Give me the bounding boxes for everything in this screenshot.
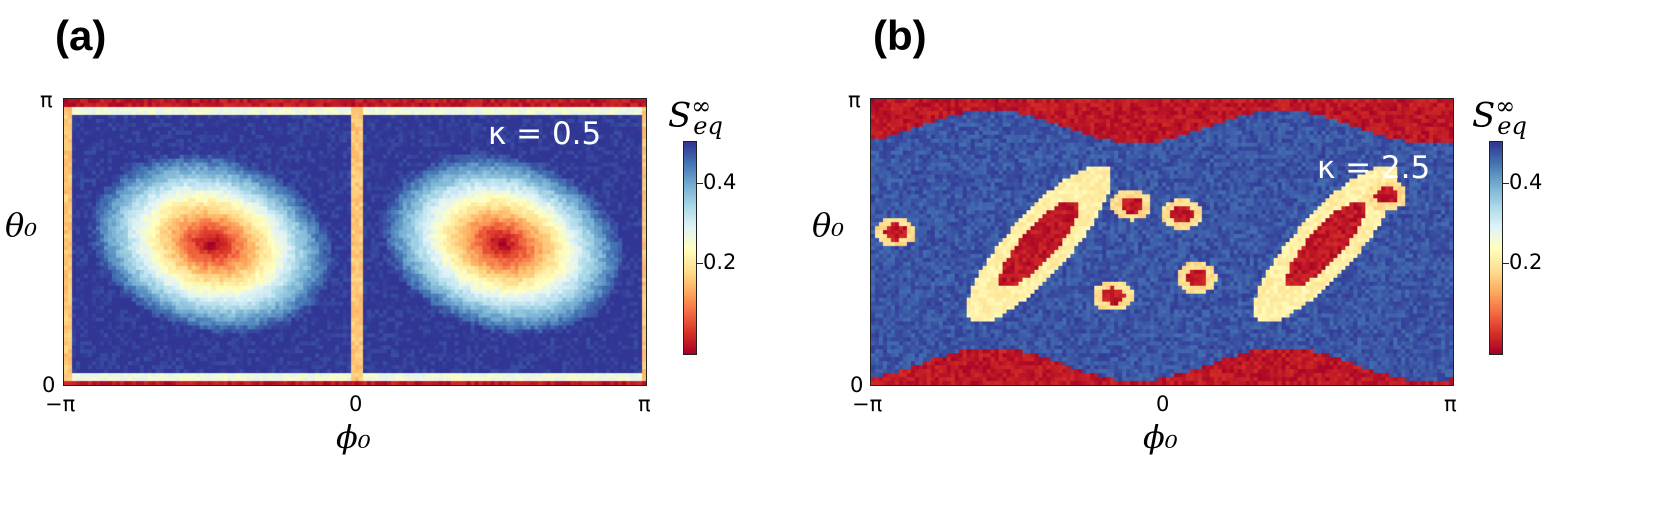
colorbar-b xyxy=(1489,141,1503,355)
colorbar-title-a: S∞eq xyxy=(668,92,723,141)
colorbar-a-tickmark-04 xyxy=(697,183,703,184)
ytick-b-top: π xyxy=(848,88,861,112)
colorbar-a xyxy=(683,141,697,355)
xlabel-a: ϕ₀ xyxy=(336,418,371,456)
ylabel-b: θ₀ xyxy=(812,206,845,244)
heatmap-b xyxy=(870,98,1454,386)
colorbar-a-tick-02: 0.2 xyxy=(703,250,737,274)
xlabel-b: ϕ₀ xyxy=(1143,418,1178,456)
xtick-a-mid: 0 xyxy=(349,392,363,416)
xtick-a-left: −π xyxy=(45,392,76,416)
ytick-a-top: π xyxy=(40,88,53,112)
colorbar-b-tickmark-04 xyxy=(1503,183,1509,184)
xtick-a-right: π xyxy=(638,392,651,416)
colorbar-b-tickmark-02 xyxy=(1503,263,1509,264)
heatmap-a xyxy=(63,98,647,386)
xtick-b-mid: 0 xyxy=(1156,392,1170,416)
colorbar-b-tick-02: 0.2 xyxy=(1509,250,1543,274)
colorbar-title-b: S∞eq xyxy=(1472,92,1527,141)
colorbar-a-tickmark-02 xyxy=(697,263,703,264)
kappa-annotation-b: κ = 2.5 xyxy=(1317,150,1431,186)
kappa-annotation-a: κ = 0.5 xyxy=(488,116,602,152)
ytick-b-bottom: 0 xyxy=(850,373,864,397)
ytick-a-bottom: 0 xyxy=(42,373,56,397)
xtick-b-right: π xyxy=(1444,392,1457,416)
panel-label-b: (b) xyxy=(873,12,927,59)
ylabel-a: θ₀ xyxy=(5,206,38,244)
colorbar-b-tick-04: 0.4 xyxy=(1509,170,1543,194)
panel-label-a: (a) xyxy=(55,12,107,59)
colorbar-a-tick-04: 0.4 xyxy=(703,170,737,194)
xtick-b-left: −π xyxy=(852,392,883,416)
